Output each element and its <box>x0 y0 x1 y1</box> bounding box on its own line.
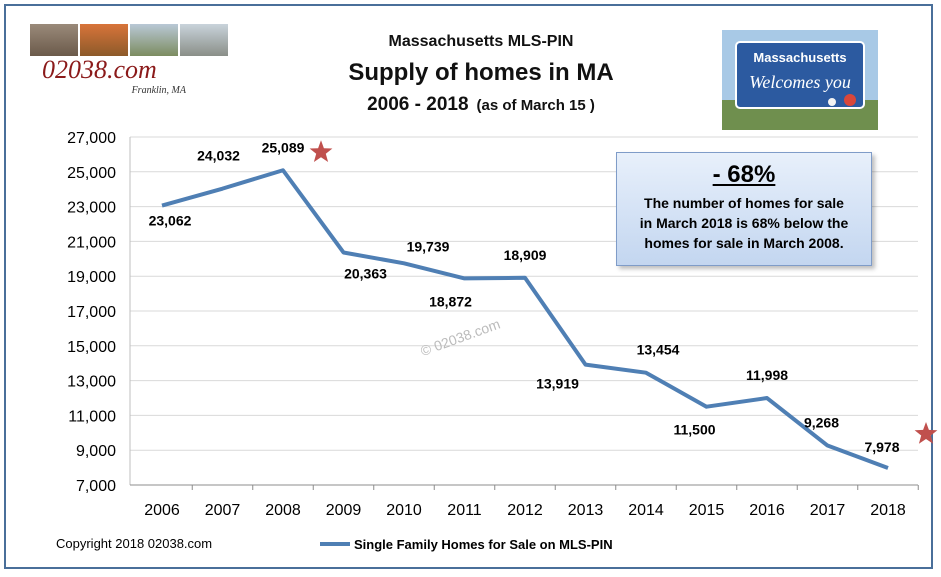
y-tick-label: 27,000 <box>67 130 116 147</box>
x-tick-label: 2007 <box>205 502 241 519</box>
callout-box: - 68% The number of homes for sale in Ma… <box>616 152 872 266</box>
y-tick-label: 9,000 <box>76 443 116 460</box>
data-label: 24,032 <box>197 148 240 164</box>
photo-thumbnail <box>30 24 78 56</box>
copyright-text: Copyright 2018 02038.com <box>56 536 212 551</box>
y-tick-label: 15,000 <box>67 339 116 356</box>
y-tick-label: 13,000 <box>67 374 116 391</box>
logo-town-text: Franklin, MA <box>131 85 187 96</box>
data-label: 23,062 <box>149 213 192 229</box>
y-tick-label: 17,000 <box>67 304 116 321</box>
title-line1: Massachusetts MLS-PIN <box>389 33 574 50</box>
data-label: 9,268 <box>804 415 839 431</box>
x-tick-label: 2010 <box>386 502 422 519</box>
x-tick-label: 2011 <box>447 502 482 519</box>
data-label: 18,872 <box>429 293 472 309</box>
data-label: 13,919 <box>536 376 579 392</box>
sign-line1: Massachusetts <box>753 50 846 65</box>
x-axis-ticks: 2006 2007 2008 2009 2010 2011 2012 2013 2014 2015… <box>144 485 919 519</box>
x-tick-label: 2017 <box>810 502 846 519</box>
callout-text-line1: The number of homes for sale <box>644 195 844 211</box>
page-title: Supply of homes in MA <box>348 59 613 86</box>
data-label: 13,454 <box>637 342 680 358</box>
y-tick-label: 19,000 <box>67 269 116 286</box>
data-label: 19,739 <box>407 238 450 254</box>
welcome-sign-image: Massachusetts Welcomes you <box>722 30 878 130</box>
y-tick-label: 25,000 <box>67 165 116 182</box>
y-tick-label: 11,000 <box>68 408 116 425</box>
chart-frame: Massachusetts Welcomes you <box>4 4 933 569</box>
photo-thumbnail <box>180 24 228 56</box>
data-label: 11,998 <box>746 367 788 383</box>
data-label: 18,909 <box>504 247 547 263</box>
sign-line2: Welcomes you <box>749 72 851 92</box>
photo-thumbnail <box>80 24 128 56</box>
callout-headline: - 68% <box>712 161 776 188</box>
callout-text-line2: in March 2018 is 68% below the <box>639 215 849 231</box>
watermark: © 02038.com <box>418 316 502 360</box>
logo-site-text: 02038.com <box>42 55 157 84</box>
x-tick-label: 2006 <box>144 502 180 519</box>
y-tick-label: 23,000 <box>67 200 116 217</box>
x-tick-label: 2008 <box>265 502 301 519</box>
data-label: 20,363 <box>344 265 387 281</box>
x-tick-label: 2009 <box>326 502 362 519</box>
data-label: 25,089 <box>262 139 305 155</box>
x-tick-label: 2015 <box>689 502 725 519</box>
data-label: 7,978 <box>864 439 899 455</box>
star-markers <box>309 140 938 444</box>
x-tick-label: 2012 <box>507 502 543 519</box>
title-line3: 2006 - 2018 (as of March 15 ) <box>367 94 595 115</box>
star-marker <box>309 140 333 162</box>
photo-thumbnail <box>130 24 178 56</box>
y-tick-label: 21,000 <box>67 234 116 251</box>
x-tick-label: 2018 <box>870 502 906 519</box>
star-marker <box>914 422 938 444</box>
logo-photo-strip <box>30 24 228 56</box>
x-tick-label: 2014 <box>628 502 664 519</box>
legend-label: Single Family Homes for Sale on MLS-PIN <box>354 537 613 552</box>
x-tick-label: 2016 <box>749 502 785 519</box>
callout-text-line3: homes for sale in March 2008. <box>644 235 844 251</box>
x-tick-label: 2013 <box>568 502 604 519</box>
data-labels: 23,062 24,032 25,089 20,363 19,739 18,872 18,9… <box>149 139 900 455</box>
y-tick-label: 7,000 <box>76 478 116 495</box>
data-label: 11,500 <box>673 422 715 438</box>
series-line <box>161 168 889 470</box>
y-axis-ticks: 7,000 9,000 11,000 13,000 15,000 17,000 19,000… <box>67 130 116 495</box>
